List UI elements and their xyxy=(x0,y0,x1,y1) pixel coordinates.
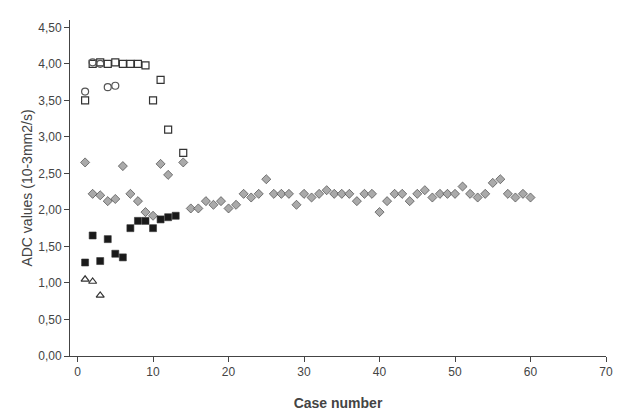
svg-text:2,50: 2,50 xyxy=(38,167,62,181)
svg-text:4,50: 4,50 xyxy=(38,21,62,35)
svg-text:2,00: 2,00 xyxy=(38,203,62,217)
svg-text:50: 50 xyxy=(448,365,462,379)
svg-text:20: 20 xyxy=(222,365,236,379)
svg-text:3,00: 3,00 xyxy=(38,130,62,144)
svg-text:70: 70 xyxy=(599,365,613,379)
svg-text:30: 30 xyxy=(297,365,311,379)
svg-text:0,50: 0,50 xyxy=(38,313,62,327)
svg-text:40: 40 xyxy=(373,365,387,379)
svg-text:60: 60 xyxy=(524,365,538,379)
svg-text:1,50: 1,50 xyxy=(38,240,62,254)
svg-text:4,00: 4,00 xyxy=(38,57,62,71)
svg-text:10: 10 xyxy=(146,365,160,379)
svg-text:3,50: 3,50 xyxy=(38,94,62,108)
svg-text:0: 0 xyxy=(74,365,81,379)
svg-text:Case number: Case number xyxy=(294,395,383,411)
svg-text:1,00: 1,00 xyxy=(38,276,62,290)
svg-text:0,00: 0,00 xyxy=(38,349,62,363)
svg-text:ADC values (10-3mm2/s): ADC values (10-3mm2/s) xyxy=(19,109,35,266)
